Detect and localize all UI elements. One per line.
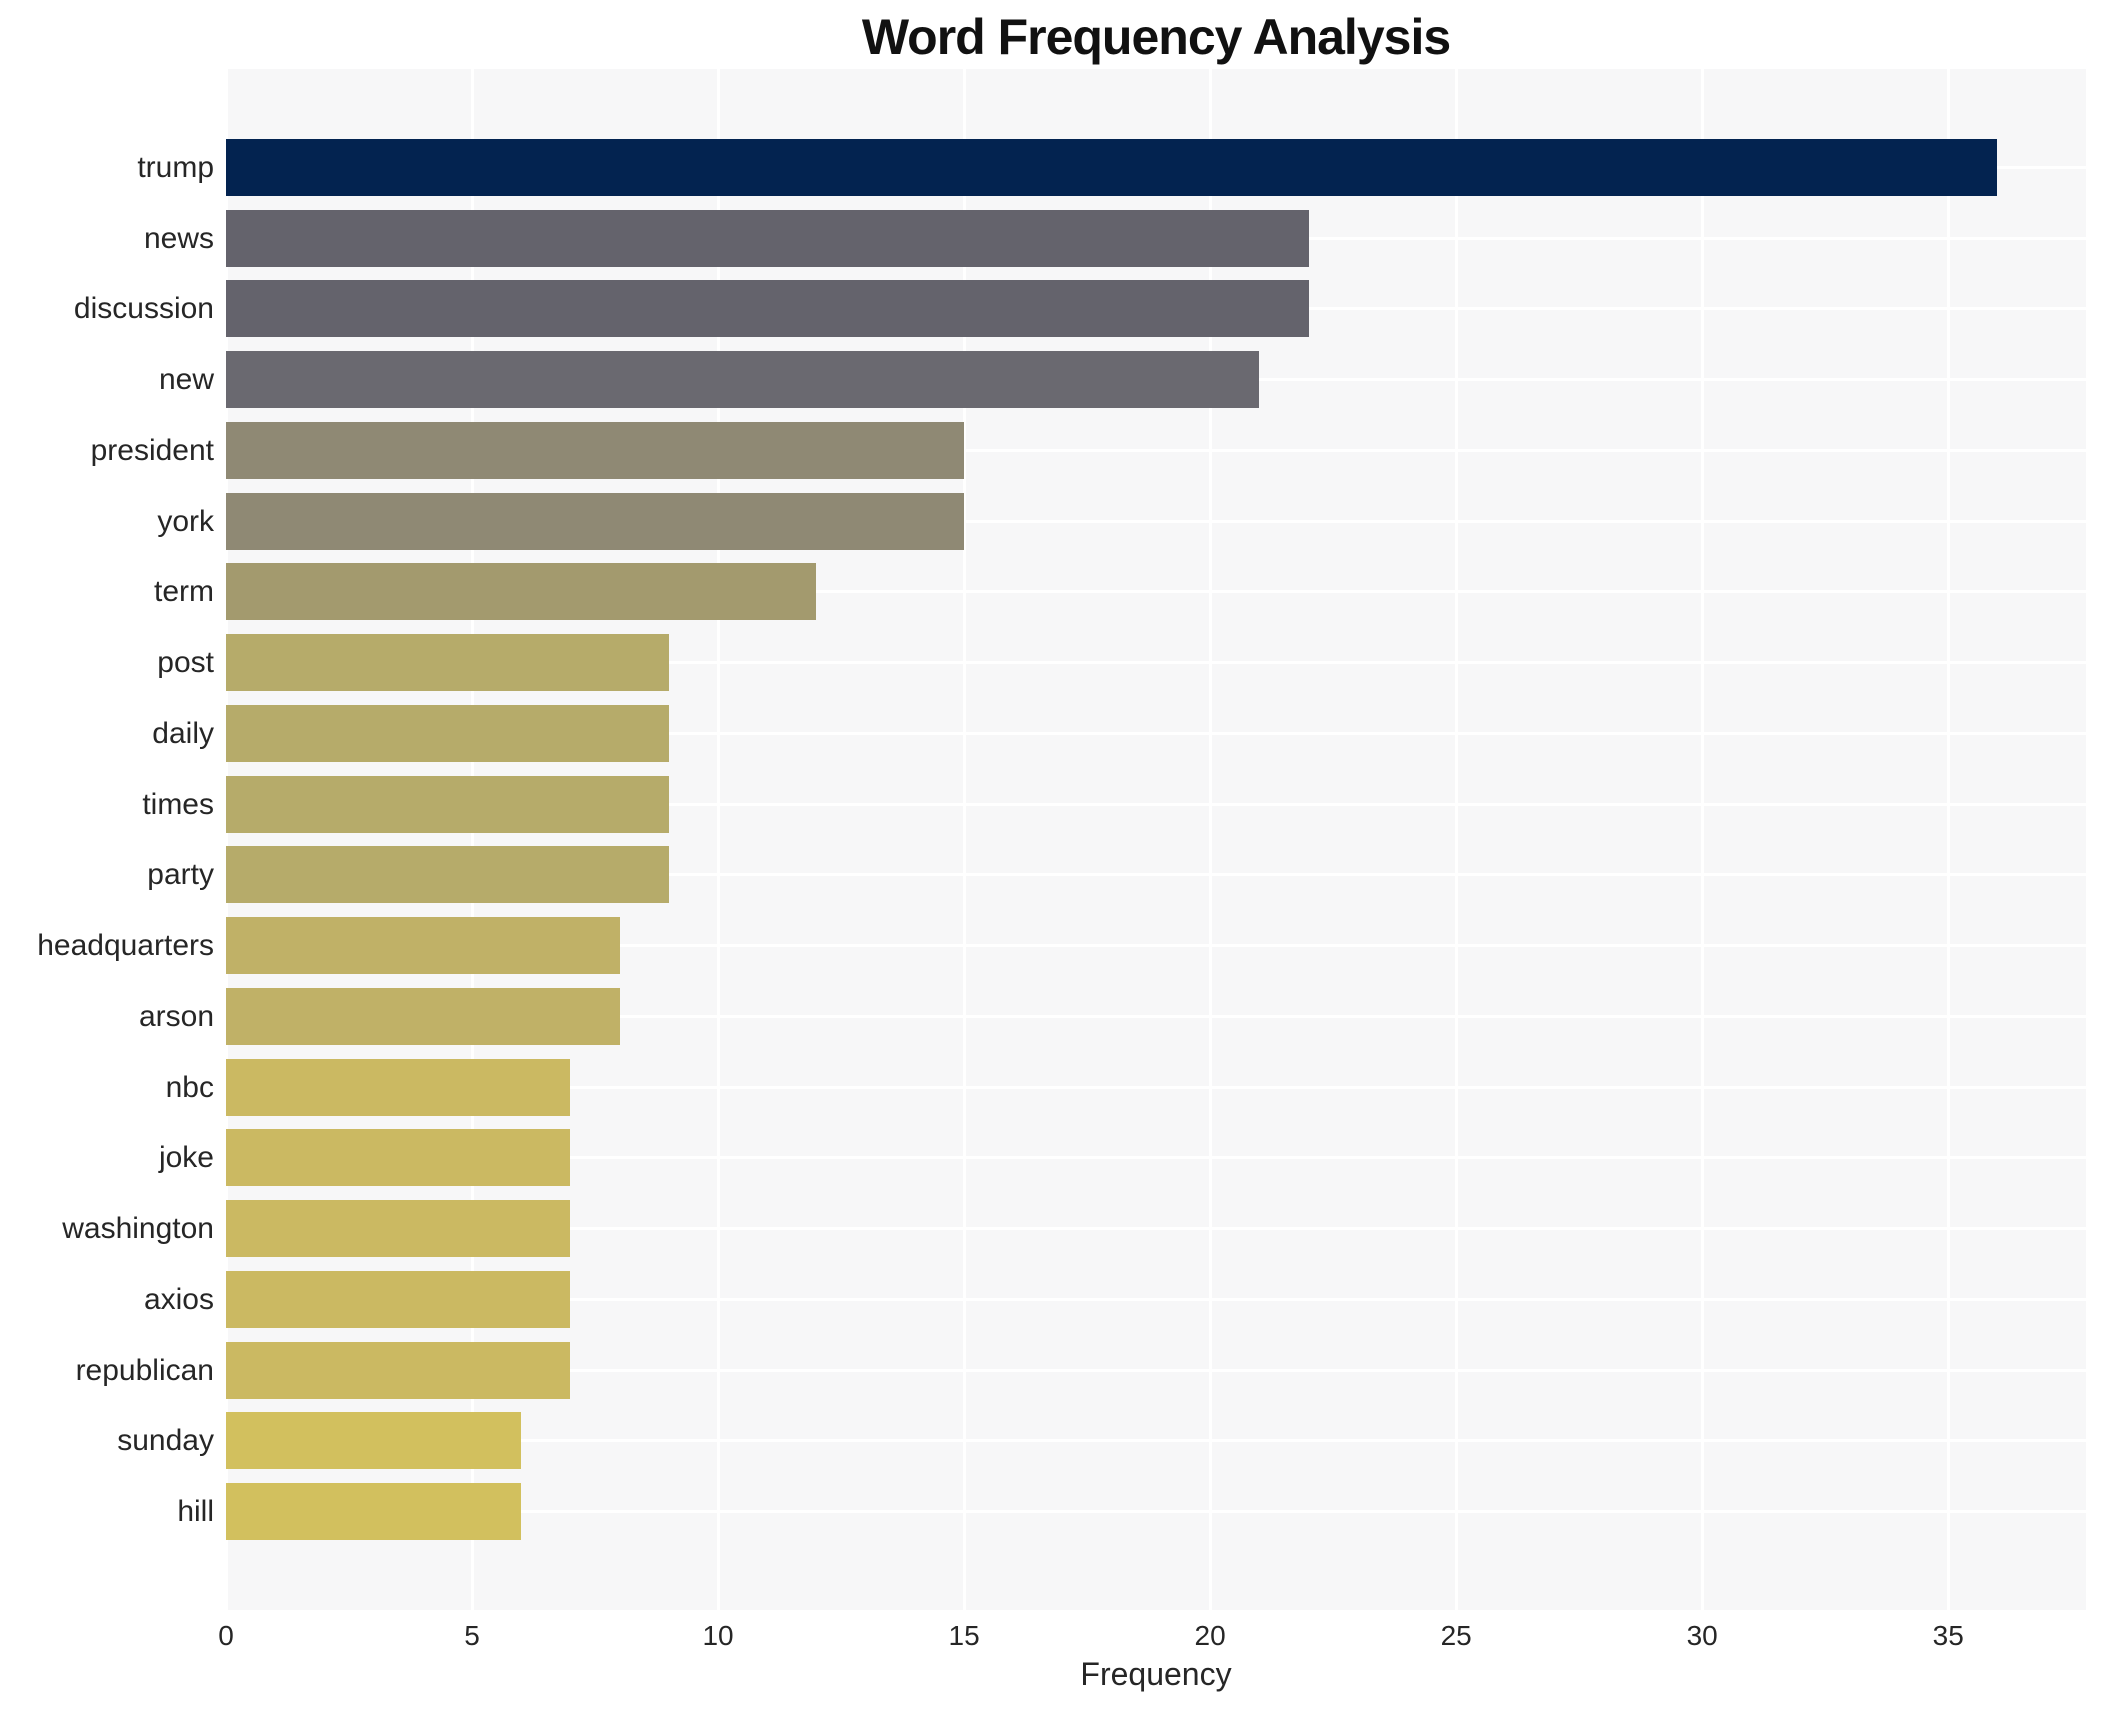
bar-news — [226, 209, 1309, 267]
bar-post — [226, 634, 669, 692]
vertical-gridline — [1947, 69, 1951, 1610]
bar-nbc — [226, 1058, 571, 1116]
y-category-label-axios: axios — [143, 1282, 214, 1316]
horizontal-gridline — [226, 1368, 2086, 1372]
y-category-label-president: president — [90, 433, 214, 467]
vertical-gridline — [717, 69, 721, 1610]
horizontal-gridline — [226, 873, 2086, 877]
y-category-label-times: times — [142, 787, 214, 821]
horizontal-gridline — [226, 519, 2086, 523]
y-category-label-new: new — [158, 363, 214, 397]
y-category-label-party: party — [147, 858, 214, 892]
y-category-label-hill: hill — [177, 1495, 214, 1529]
x-tick-label-10: 10 — [702, 1620, 734, 1651]
horizontal-gridline — [226, 1227, 2086, 1231]
bar-new — [226, 351, 1260, 409]
bar-president — [226, 421, 965, 479]
bar-trump — [226, 138, 1998, 196]
plot-area — [225, 69, 2086, 1610]
bar-term — [226, 563, 817, 621]
horizontal-gridline — [226, 1014, 2086, 1018]
horizontal-gridline — [226, 661, 2086, 665]
bar-washington — [226, 1200, 571, 1258]
bar-york — [226, 492, 965, 550]
bar-axios — [226, 1270, 571, 1328]
x-tick-label-30: 30 — [1686, 1620, 1718, 1651]
horizontal-gridline — [226, 590, 2086, 594]
y-category-label-post: post — [157, 646, 214, 680]
bar-hill — [226, 1483, 522, 1541]
x-axis-label: Frequency — [1080, 1656, 1232, 1692]
x-tick-label-25: 25 — [1440, 1620, 1472, 1651]
horizontal-gridline — [226, 1510, 2086, 1514]
x-tick-label-15: 15 — [948, 1620, 980, 1651]
horizontal-gridline — [226, 944, 2086, 948]
bar-daily — [226, 704, 669, 762]
y-category-label-sunday: sunday — [117, 1424, 214, 1458]
vertical-gridline — [1209, 69, 1213, 1610]
y-category-label-daily: daily — [152, 716, 214, 750]
y-category-label-republican: republican — [75, 1353, 214, 1387]
y-category-label-discussion: discussion — [73, 292, 214, 326]
bar-arson — [226, 987, 620, 1045]
y-category-label-news: news — [143, 221, 214, 255]
horizontal-gridline — [226, 731, 2086, 735]
bar-discussion — [226, 280, 1309, 338]
vertical-gridline — [963, 69, 967, 1610]
y-category-label-arson: arson — [138, 999, 214, 1033]
x-tick-label-20: 20 — [1194, 1620, 1226, 1651]
y-category-label-joke: joke — [158, 1141, 214, 1175]
y-category-label-washington: washington — [62, 1212, 214, 1246]
x-tick-label-0: 0 — [218, 1620, 234, 1651]
bar-republican — [226, 1341, 571, 1399]
horizontal-gridline — [226, 1156, 2086, 1160]
y-category-label-term: term — [154, 575, 214, 609]
x-tick-label-5: 5 — [464, 1620, 480, 1651]
vertical-gridline — [471, 69, 475, 1610]
horizontal-gridline — [226, 802, 2086, 806]
horizontal-gridline — [226, 1085, 2086, 1089]
y-category-label-york: york — [157, 504, 214, 538]
bar-headquarters — [226, 917, 620, 975]
horizontal-gridline — [226, 1297, 2086, 1301]
bar-sunday — [226, 1412, 522, 1470]
vertical-gridline — [225, 69, 228, 1610]
vertical-gridline — [1455, 69, 1459, 1610]
bar-party — [226, 846, 669, 904]
horizontal-gridline — [226, 448, 2086, 452]
vertical-gridline — [1701, 69, 1705, 1610]
y-category-label-trump: trump — [137, 150, 214, 184]
y-category-label-nbc: nbc — [165, 1070, 214, 1104]
y-category-label-headquarters: headquarters — [37, 929, 214, 963]
chart-title: Word Frequency Analysis — [861, 9, 1451, 65]
horizontal-gridline — [226, 1439, 2086, 1443]
bar-joke — [226, 1129, 571, 1187]
x-tick-label-35: 35 — [1932, 1620, 1964, 1651]
bar-times — [226, 775, 669, 833]
